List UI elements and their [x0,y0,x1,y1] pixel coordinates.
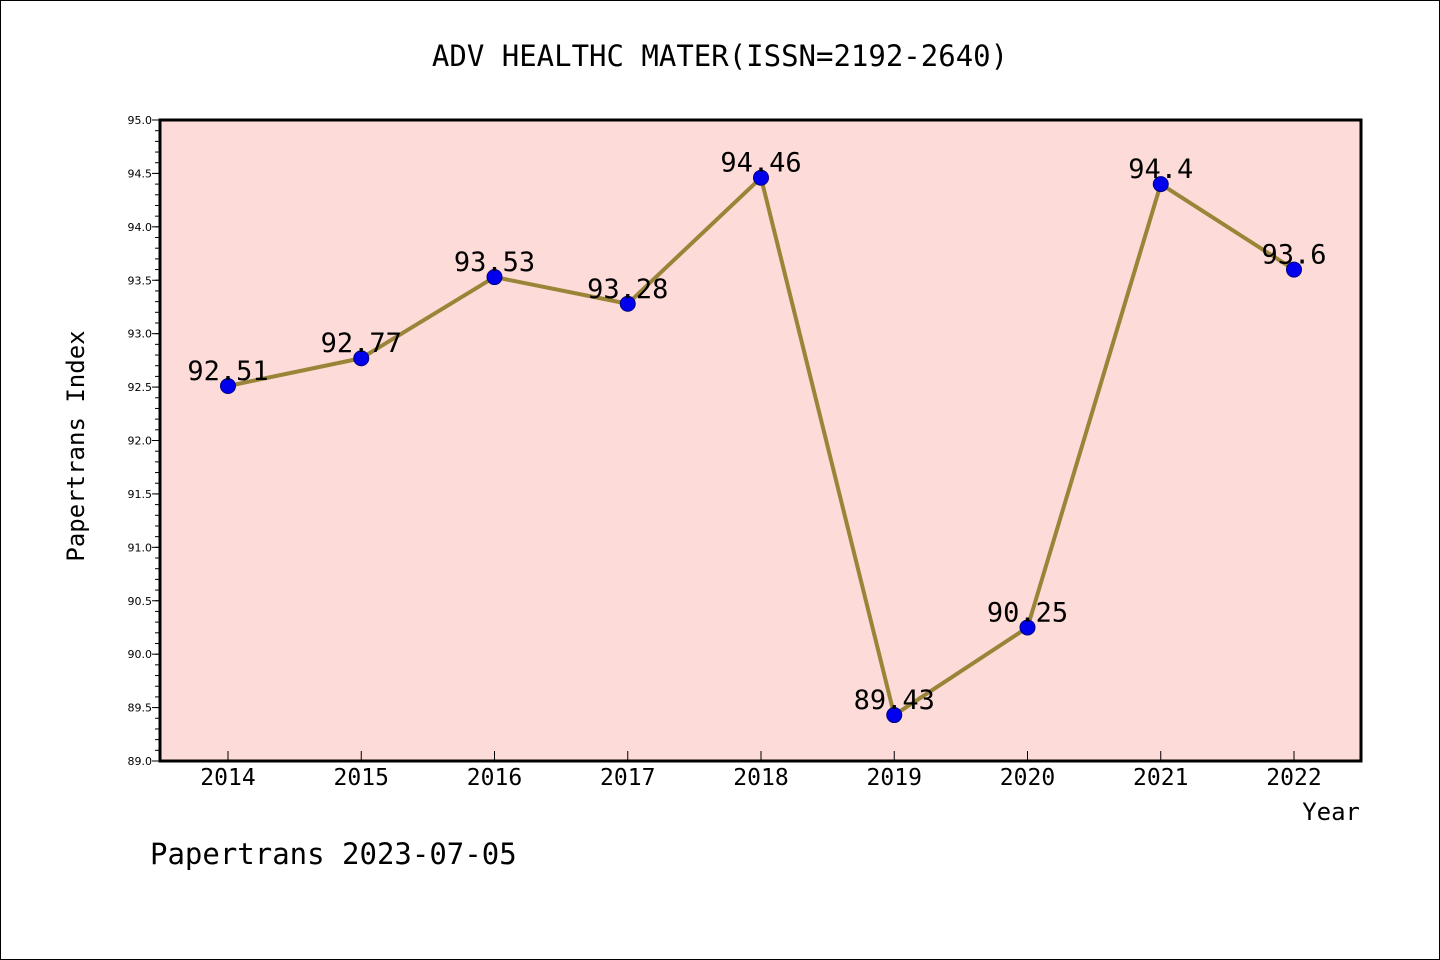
y-axis-label: Papertrans Index [62,330,90,561]
data-label: 89.43 [854,685,935,716]
y-tick-label: 92.0 [128,435,153,448]
x-tick-label: 2014 [200,765,255,791]
y-tick-label: 89.5 [128,702,153,715]
plot-border [158,118,1363,763]
data-label: 92.77 [321,328,402,359]
data-label: 94.4 [1128,154,1193,185]
data-point [220,378,236,395]
data-label: 94.46 [720,148,801,179]
y-tick-label: 92.5 [128,381,153,394]
data-label: 93.28 [587,274,668,305]
x-axis: 2014 2015 2016 2017 2018 2019 2020 2021 2022 [200,751,1322,791]
x-tick-label: 2020 [1000,765,1055,791]
y-tick-label: 94.0 [128,221,153,234]
footer-date: Papertrans 2023-07-05 [150,837,517,871]
data-label: 93.53 [454,247,535,278]
x-tick-label: 2019 [867,765,922,791]
data-point [1019,619,1036,636]
x-axis-label: Year [1302,798,1360,826]
y-tick-label: 91.0 [128,541,153,554]
data-point [886,707,903,724]
y-tick-label: 95.0 [128,114,153,127]
y-tick-label: 89.0 [128,755,153,768]
data-label: 92.51 [187,356,268,387]
x-tick-label: 2017 [600,765,655,791]
y-axis: 89.0 89.5 90.0 90.5 91.0 91.5 92.0 92.5 93.0 93.5… [128,114,160,768]
data-label: 93.6 [1261,240,1326,271]
x-tick-label: 2015 [334,765,389,791]
x-tick-label: 2022 [1266,765,1321,791]
data-point [753,169,769,186]
data-point [486,269,503,286]
y-tick-label: 91.5 [128,488,153,501]
y-tick-label: 90.5 [128,595,153,608]
data-labels: 92.51 92.77 93.53 93.28 94.46 89.43 90.25 94.4 9… [187,148,1326,716]
series-group [220,169,1302,724]
x-tick-label: 2021 [1133,765,1188,791]
data-point [1152,176,1169,193]
y-tick-label: 90.0 [128,648,153,661]
data-point [619,295,636,312]
plot-area [160,120,1361,761]
y-tick-label: 94.5 [128,167,153,180]
chart-title: ADV HEALTHC MATER(ISSN=2192-2640) [432,39,1008,73]
data-point [1286,261,1302,278]
data-point [353,350,370,367]
y-tick-label: 93.0 [128,328,153,341]
data-label: 90.25 [987,597,1068,628]
y-tick-label: 93.5 [128,274,153,287]
x-tick-label: 2018 [733,765,788,791]
x-tick-label: 2016 [467,765,522,791]
